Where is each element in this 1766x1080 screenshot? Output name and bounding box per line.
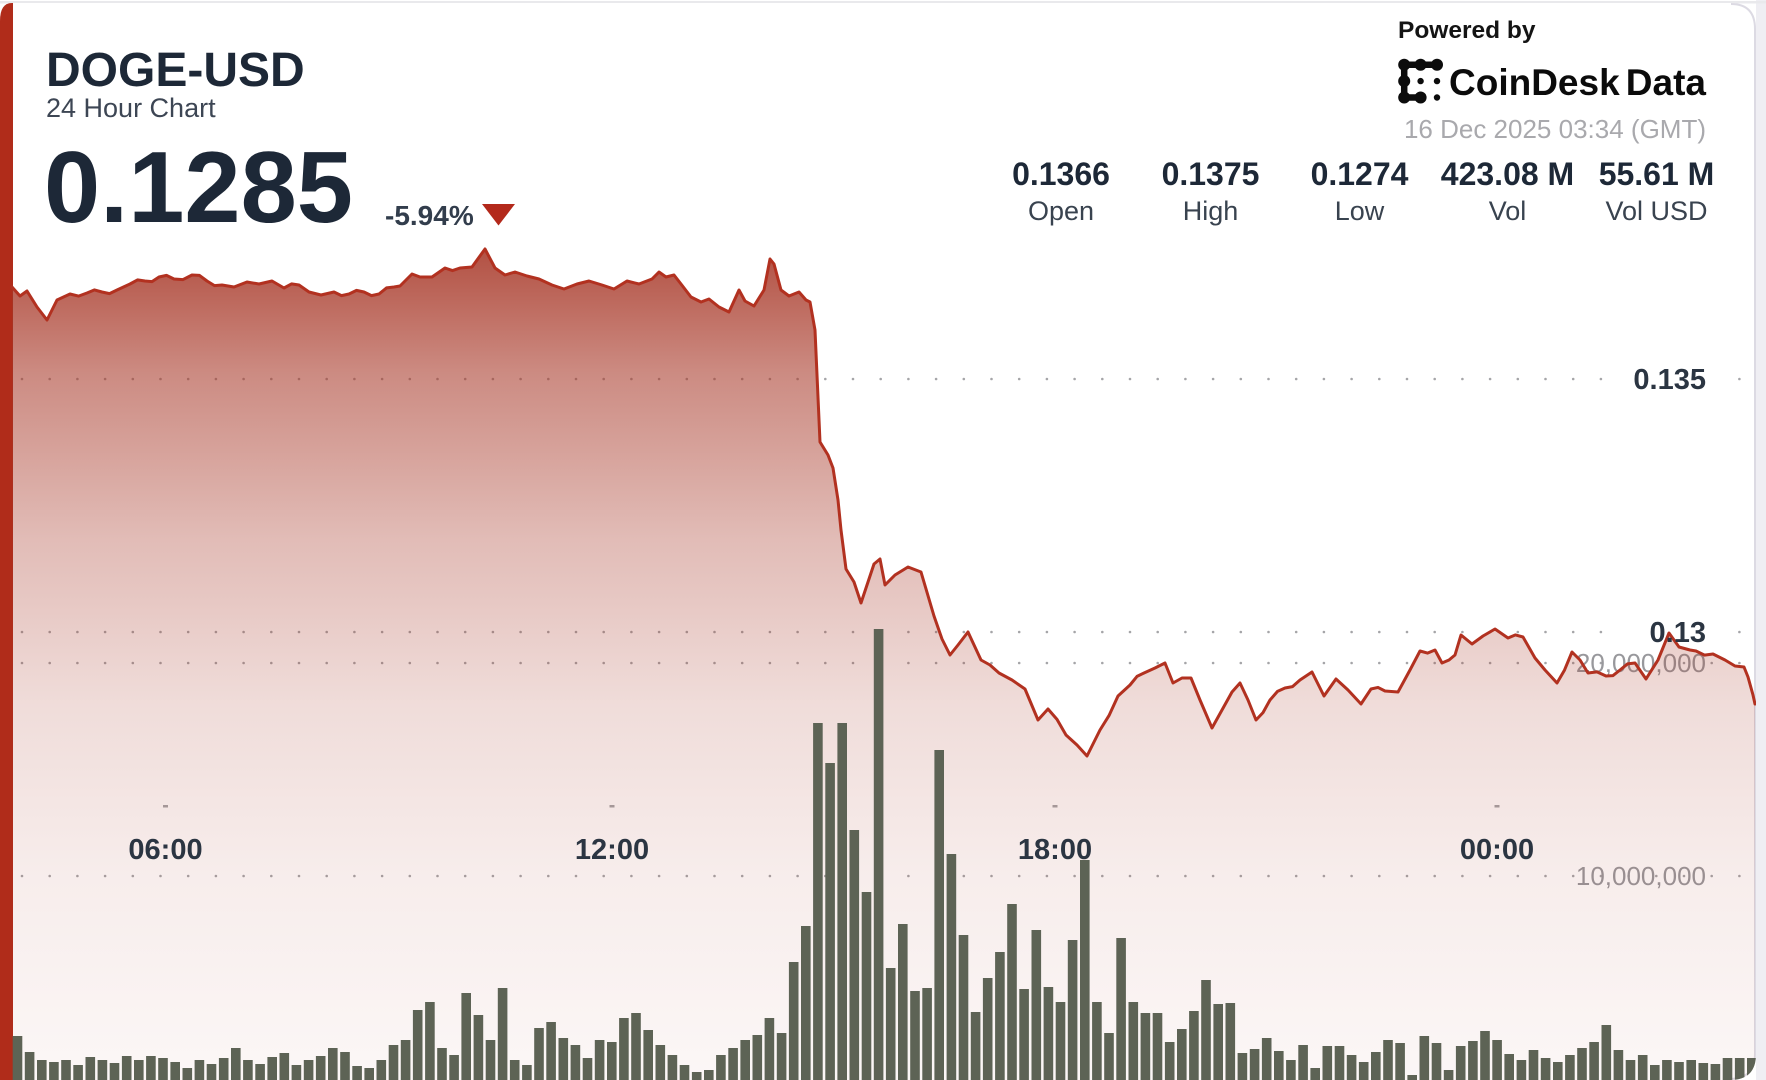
svg-text:0.1274: 0.1274 bbox=[1311, 156, 1409, 192]
svg-text:16 Dec 2025 03:34 (GMT): 16 Dec 2025 03:34 (GMT) bbox=[1404, 114, 1706, 144]
svg-text:Data: Data bbox=[1626, 62, 1707, 103]
svg-text:0.135: 0.135 bbox=[1633, 364, 1706, 396]
svg-text:High: High bbox=[1183, 196, 1239, 226]
svg-text:0.1285: 0.1285 bbox=[44, 132, 353, 244]
svg-text:Low: Low bbox=[1335, 196, 1385, 226]
svg-text:Vol USD: Vol USD bbox=[1605, 196, 1707, 226]
svg-text:DOGE-USD: DOGE-USD bbox=[46, 44, 305, 97]
svg-text:-5.94%: -5.94% bbox=[385, 200, 474, 231]
svg-text:12:00: 12:00 bbox=[575, 834, 649, 866]
svg-text:18:00: 18:00 bbox=[1018, 834, 1092, 866]
svg-text:0.1375: 0.1375 bbox=[1162, 156, 1260, 192]
svg-text:00:00: 00:00 bbox=[1460, 834, 1534, 866]
svg-text:Powered by: Powered by bbox=[1398, 17, 1536, 44]
svg-text:CoinDesk: CoinDesk bbox=[1449, 62, 1620, 103]
svg-text:55.61 M: 55.61 M bbox=[1599, 156, 1715, 192]
svg-text:0.13: 0.13 bbox=[1650, 617, 1706, 649]
svg-text:24 Hour Chart: 24 Hour Chart bbox=[46, 93, 216, 123]
svg-text:06:00: 06:00 bbox=[128, 834, 202, 866]
svg-text:0.1366: 0.1366 bbox=[1012, 156, 1110, 192]
svg-text:Open: Open bbox=[1028, 196, 1094, 226]
svg-text:423.08 M: 423.08 M bbox=[1441, 156, 1574, 192]
svg-text:Vol: Vol bbox=[1489, 196, 1527, 226]
